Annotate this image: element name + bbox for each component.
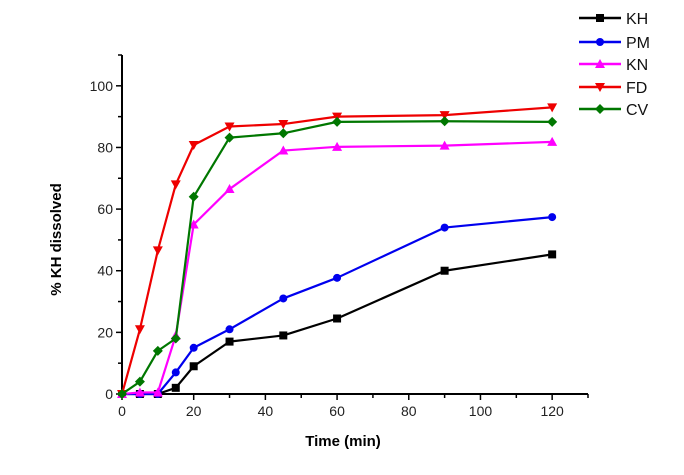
line-fd <box>120 106 553 395</box>
line-cv <box>121 120 553 395</box>
data-point-kh <box>279 331 288 340</box>
data-point-kn <box>439 140 450 150</box>
x-tick-label: 120 <box>540 403 564 419</box>
y-tick-label: 20 <box>97 324 113 340</box>
x-tick-label: 100 <box>469 403 493 419</box>
data-point-kh <box>225 337 234 346</box>
data-point-fd <box>152 246 163 256</box>
data-point-fd <box>188 140 199 150</box>
x-tick-label: 60 <box>329 403 345 419</box>
data-point-fd <box>170 180 181 190</box>
y-tick-label: 40 <box>97 263 113 279</box>
x-tick-label: 40 <box>258 403 274 419</box>
data-point-cv <box>152 345 163 356</box>
data-point-pm <box>440 223 449 232</box>
legend-marker <box>596 14 604 22</box>
legend-marker <box>595 104 605 114</box>
data-point-kn <box>224 184 235 194</box>
data-point-fd <box>439 111 450 121</box>
data-point-kn <box>547 136 558 146</box>
data-point-cv <box>134 376 145 387</box>
data-point-kn <box>188 219 199 229</box>
series-fd <box>117 103 558 399</box>
data-point-cv <box>117 389 127 399</box>
data-point-cv <box>224 132 235 143</box>
data-point-cv <box>188 191 199 202</box>
legend-label: KN <box>626 57 648 74</box>
data-point-pm <box>279 294 288 303</box>
data-point-fd <box>547 103 558 113</box>
data-point-kn <box>278 145 289 155</box>
data-point-kh <box>171 383 180 392</box>
data-point-fd <box>224 122 235 132</box>
data-point-pm <box>171 368 180 377</box>
data-point-cv <box>332 116 343 127</box>
data-point-pm <box>548 213 557 222</box>
axes: 0 20 40 60 80 100 120 0 20 40 60 80 100 <box>90 54 589 419</box>
line-kn <box>121 140 553 396</box>
legend-item-kh: KH <box>579 11 648 28</box>
series-cv <box>117 116 558 399</box>
data-point-pm <box>333 273 342 282</box>
legend-marker <box>595 83 605 92</box>
data-point-kh <box>333 314 342 323</box>
legend-label: FD <box>626 80 647 97</box>
x-tick-label: 20 <box>186 403 202 419</box>
y-tick-label: 60 <box>97 201 113 217</box>
legend-item-pm: PM <box>579 35 650 52</box>
data-point-cv <box>278 128 289 139</box>
series-kn <box>117 136 558 398</box>
line-pm <box>122 216 553 396</box>
data-point-kn <box>134 387 145 397</box>
legend-label: CV <box>626 102 649 119</box>
data-point-kh <box>189 362 198 371</box>
data-point-cv <box>170 333 181 344</box>
legend-marker <box>595 59 605 68</box>
legend-label: KH <box>626 11 648 28</box>
x-axis-title: Time (min) <box>305 433 381 450</box>
y-tick-label: 0 <box>105 386 113 402</box>
data-point-pm <box>189 343 198 352</box>
legend-item-kn: KN <box>579 57 648 74</box>
legend-item-cv: CV <box>579 102 649 119</box>
y-tick-label: 80 <box>97 139 113 155</box>
x-tick-label: 0 <box>118 403 126 419</box>
data-point-cv <box>547 116 558 127</box>
data-point-fd <box>278 120 289 130</box>
data-point-kh <box>548 250 557 259</box>
data-point-kn <box>152 387 163 397</box>
legend: KH PM KN FD CV <box>579 11 650 119</box>
data-point-kh <box>440 266 449 275</box>
data-point-fd <box>134 325 145 335</box>
data-point-cv <box>439 116 450 127</box>
y-tick-label: 100 <box>90 78 114 94</box>
series-layer <box>117 103 558 399</box>
y-axis-title: % KH dissolved <box>48 183 65 296</box>
series-pm <box>118 213 557 398</box>
data-point-kn <box>332 141 343 151</box>
legend-marker <box>596 38 604 46</box>
legend-item-fd: FD <box>579 80 647 97</box>
x-tick-label: 80 <box>401 403 417 419</box>
legend-label: PM <box>626 35 650 52</box>
data-point-pm <box>225 325 234 334</box>
